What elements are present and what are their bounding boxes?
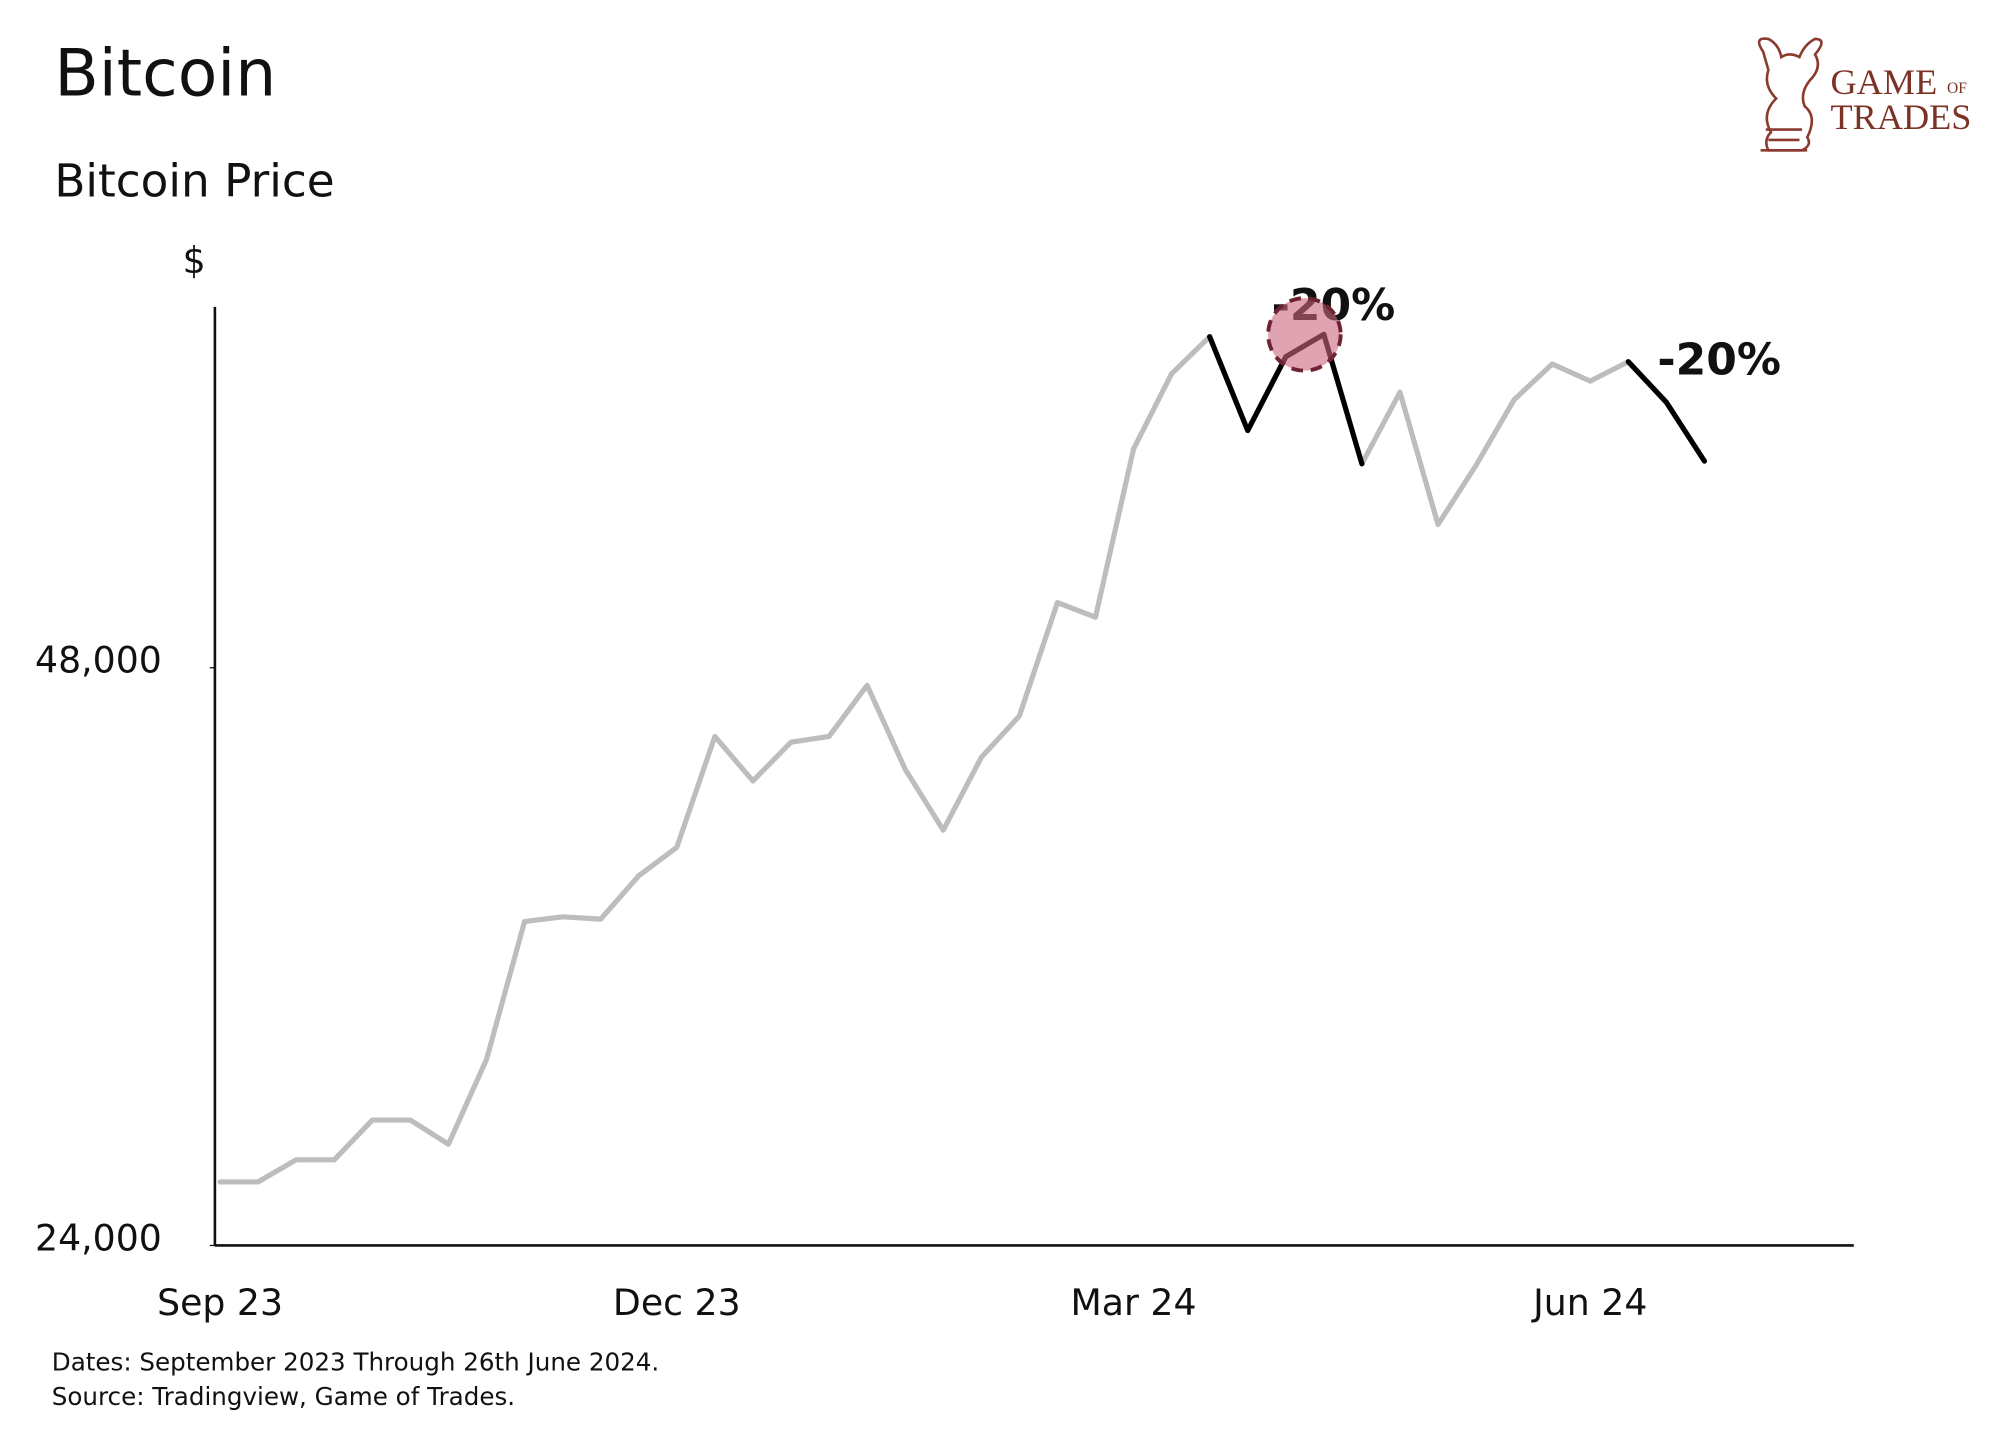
x-tick-label: Dec 23 [613, 1281, 741, 1324]
x-tick-label: Sep 23 [157, 1281, 283, 1324]
chart-subtitle: Bitcoin Price [54, 154, 334, 207]
footnote: Dates: September 2023 Through 26th June … [52, 1347, 659, 1376]
footnote: Source: Tradingview, Game of Trades. [52, 1382, 515, 1411]
price-line [217, 331, 1708, 1185]
y-tick-label: 48,000 [35, 639, 162, 682]
x-tick-label: Jun 24 [1531, 1281, 1647, 1324]
y-tick-label: 24,000 [35, 1216, 162, 1259]
y-axis-label: $ [183, 239, 206, 282]
logo-icon-base [1760, 128, 1808, 152]
logo: GAME OF TRADES [1757, 37, 1972, 152]
logo-text: OF [1947, 80, 1967, 97]
annotation: -20% [1657, 335, 1781, 386]
chart-title: Bitcoin [54, 36, 276, 111]
logo-text: GAME [1831, 62, 1938, 102]
peak-marker [1266, 296, 1343, 373]
x-tick-label: Mar 24 [1071, 1281, 1197, 1324]
logo-text: TRADES [1831, 97, 1972, 137]
logo-icon [1757, 37, 1823, 152]
